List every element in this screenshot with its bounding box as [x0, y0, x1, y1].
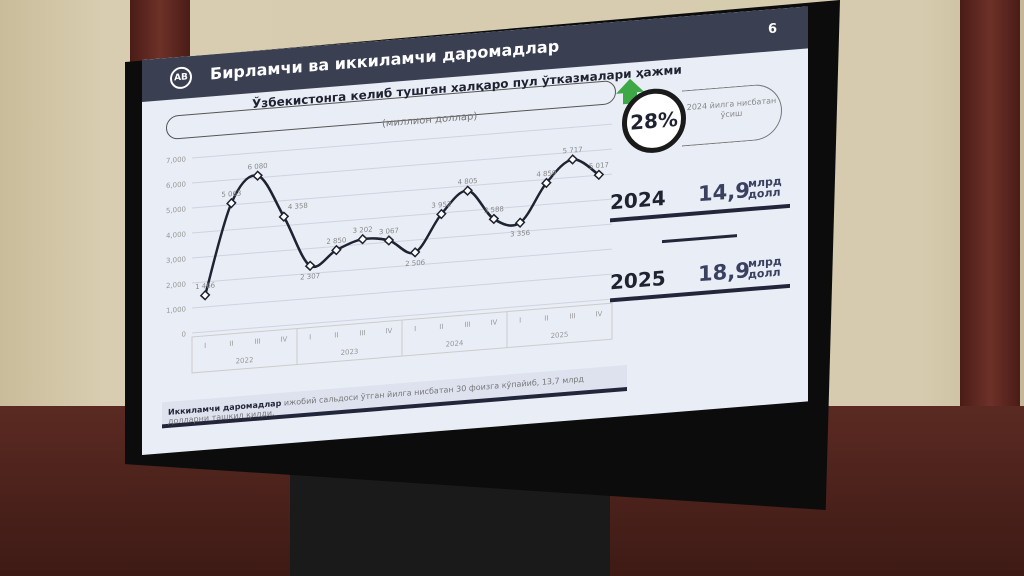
year-label: 2023 [341, 347, 359, 357]
data-label: 5 017 [589, 160, 609, 171]
data-label: 3 356 [510, 228, 531, 239]
data-point [383, 235, 395, 246]
data-point [593, 169, 605, 181]
x-tick-label: III [255, 336, 261, 345]
page-number: 6 [768, 22, 778, 37]
data-label: 4 859 [536, 168, 556, 179]
x-tick-label: I [204, 341, 206, 350]
x-tick-label: IV [490, 317, 497, 327]
gridline [192, 273, 612, 309]
note-text: ижобий сальдоси ўтган йилга нисбатан 30 … [168, 374, 584, 426]
data-label: 3 202 [353, 224, 373, 235]
data-point [226, 197, 237, 209]
y-tick-label: 6,000 [166, 179, 186, 190]
x-tick-label: IV [595, 309, 602, 319]
data-label: 3 588 [484, 204, 504, 215]
year-label: 2024 [446, 338, 464, 348]
gridline [192, 223, 612, 259]
x-tick-label: II [439, 322, 443, 331]
gridline [192, 123, 612, 159]
x-tick-label: II [334, 330, 338, 339]
total-unit-2025: млрд долл [748, 255, 782, 282]
data-point [436, 208, 447, 220]
data-label: 3 067 [379, 226, 399, 237]
data-point [252, 170, 263, 182]
y-tick-label: 5,000 [166, 204, 186, 215]
x-tick-label: II [229, 339, 233, 348]
total-unit-2024: млрд долл [748, 175, 782, 202]
data-point [304, 260, 316, 272]
x-tick-label: III [570, 311, 576, 320]
y-tick-label: 7,000 [166, 154, 186, 165]
growth-label: 2024 йилга нисбатан ўсиш [682, 82, 782, 147]
data-label: 2 307 [300, 271, 320, 282]
y-tick-label: 4,000 [166, 229, 186, 240]
data-point [357, 233, 368, 245]
x-tick-label: III [360, 328, 366, 337]
logo: AB [170, 65, 192, 90]
data-label: 5 717 [563, 145, 583, 156]
data-label: 4 358 [288, 201, 308, 212]
x-tick-label: III [465, 320, 471, 329]
data-point [462, 185, 473, 196]
data-point [278, 211, 290, 222]
data-label: 1 466 [195, 280, 216, 291]
gridline [192, 298, 612, 334]
year-label: 2022 [236, 355, 254, 365]
data-label: 2 506 [405, 258, 426, 269]
x-tick-label: I [414, 324, 416, 333]
data-label: 5 063 [221, 188, 241, 199]
data-point [331, 244, 342, 256]
gridline [192, 248, 612, 284]
total-value-2024: 14,9 [698, 178, 750, 207]
x-tick-label: I [309, 332, 311, 341]
divider [662, 234, 737, 244]
x-tick-label: I [519, 316, 521, 325]
y-tick-label: 2,000 [166, 279, 186, 290]
data-label: 2 850 [326, 235, 346, 246]
series-line [203, 158, 600, 296]
data-label: 3 952 [431, 199, 451, 210]
data-label: 4 805 [458, 176, 478, 187]
gridline [192, 198, 612, 234]
total-year-2024: 2024 [610, 185, 666, 215]
x-tick-label: IV [385, 326, 392, 336]
x-tick-label: IV [280, 334, 287, 344]
unit-bottom: долл [748, 265, 781, 282]
unit-bottom: долл [748, 185, 781, 202]
gridline [192, 173, 612, 209]
total-value-2025: 18,9 [698, 258, 750, 287]
data-point [541, 177, 552, 189]
data-point [567, 154, 578, 165]
data-point [488, 213, 500, 225]
data-point [409, 247, 421, 258]
data-point [514, 217, 526, 228]
data-label: 6 080 [248, 161, 268, 172]
x-tick-label: II [544, 313, 548, 322]
total-year-2025: 2025 [610, 265, 666, 295]
slide: AB Бирламчи ва иккиламчи даромадлар Ўзбе… [142, 6, 808, 455]
y-tick-label: 3,000 [166, 254, 186, 265]
y-tick-label: 1,000 [166, 304, 186, 315]
year-label: 2025 [551, 330, 569, 340]
data-point [199, 289, 211, 301]
y-tick-label: 0 [182, 329, 186, 338]
